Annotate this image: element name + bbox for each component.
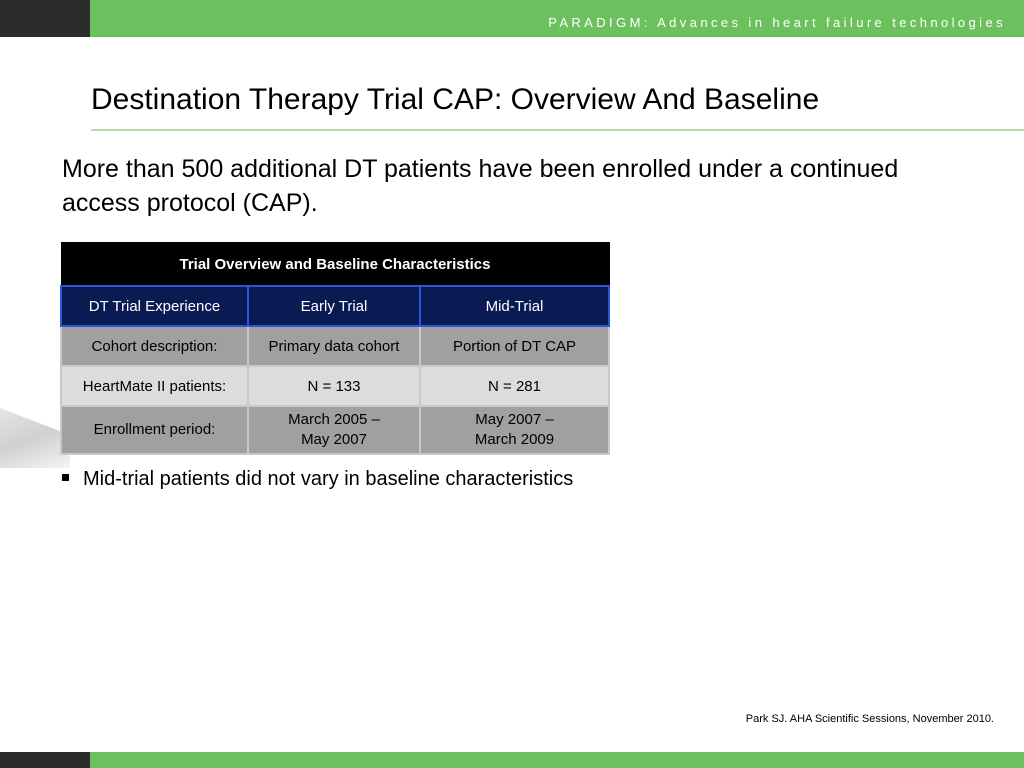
bullet-item: Mid-trial patients did not vary in basel… [62, 468, 573, 491]
bottom-bar [90, 752, 1024, 768]
table-header-row: Trial Overview and Baseline Characterist… [60, 242, 610, 287]
table-row-cohort: Cohort description: Primary data cohort … [60, 325, 610, 367]
square-bullet-icon [62, 474, 69, 482]
cell-enrollment-mid: May 2007 – March 2009 [419, 405, 610, 455]
title-divider [91, 129, 1024, 131]
enrollment-early-start: March 2005 – [288, 411, 380, 428]
cell-enrollment-early: March 2005 – May 2007 [247, 405, 421, 455]
table-subheader-row: DT Trial Experience Early Trial Mid-Tria… [60, 285, 610, 327]
table-row-patients: HeartMate II patients: N = 133 N = 281 [60, 365, 610, 407]
slide-title: Destination Therapy Trial CAP: Overview … [91, 83, 820, 116]
cell-cohort-mid: Portion of DT CAP [419, 325, 610, 367]
citation: Park SJ. AHA Scientific Sessions, Novemb… [745, 713, 994, 725]
top-bar-dark-block [0, 0, 90, 37]
column-header-mid-trial: Mid-Trial [419, 285, 610, 327]
column-header-early-trial: Early Trial [247, 285, 421, 327]
row-label-enrollment: Enrollment period: [60, 405, 249, 455]
banner-text: PARADIGM: Advances in heart failure tech… [548, 15, 1006, 30]
enrollment-mid-start: May 2007 – [475, 411, 554, 428]
cell-cohort-early: Primary data cohort [247, 325, 421, 367]
row-label-patients: HeartMate II patients: [60, 365, 249, 407]
top-banner-bar: PARADIGM: Advances in heart failure tech… [90, 0, 1024, 37]
intro-paragraph: More than 500 additional DT patients hav… [62, 155, 899, 217]
table-header: Trial Overview and Baseline Characterist… [60, 242, 610, 287]
cell-patients-mid: N = 281 [419, 365, 610, 407]
column-header-experience: DT Trial Experience [60, 285, 249, 327]
bullet-text: Mid-trial patients did not vary in basel… [83, 468, 574, 490]
row-label-cohort: Cohort description: [60, 325, 249, 367]
trial-overview-table: Trial Overview and Baseline Characterist… [60, 242, 610, 455]
enrollment-early-end: May 2007 [301, 431, 367, 448]
bottom-bar-dark-block [0, 752, 90, 768]
cell-patients-early: N = 133 [247, 365, 421, 407]
enrollment-mid-end: March 2009 [474, 431, 555, 448]
table-row-enrollment: Enrollment period: March 2005 – May 2007… [60, 405, 610, 455]
